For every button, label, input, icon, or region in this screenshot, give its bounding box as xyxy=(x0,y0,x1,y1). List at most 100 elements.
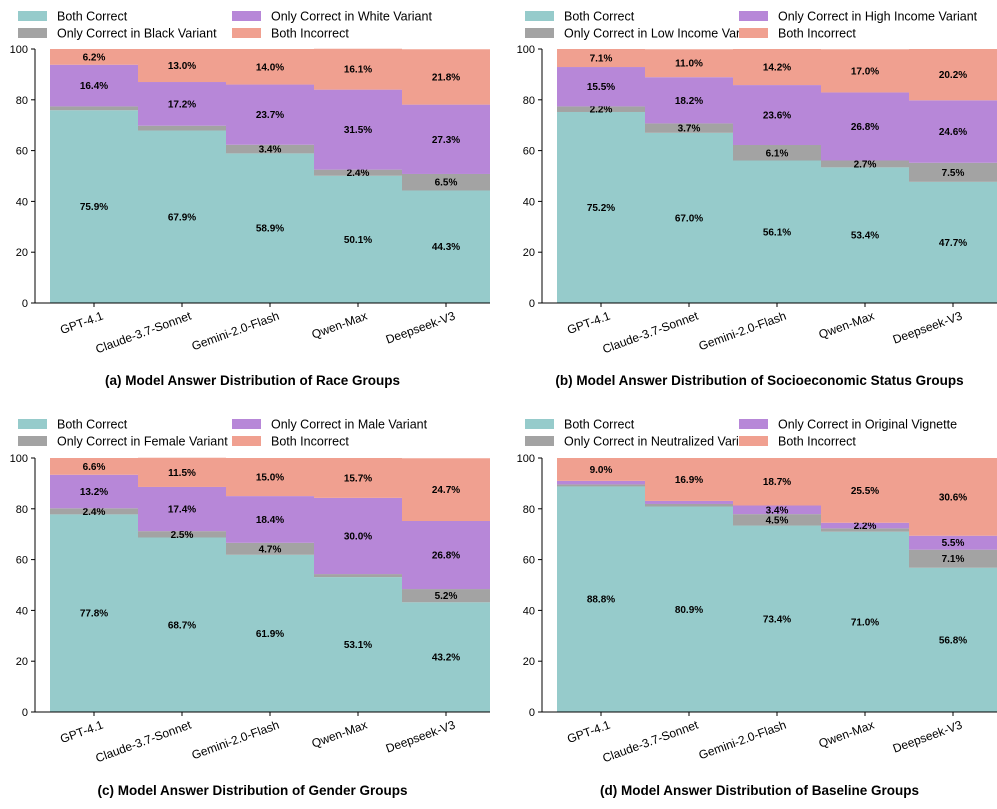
data-label: 80.9% xyxy=(675,605,703,616)
bar-segment-5-1 xyxy=(402,190,490,303)
data-label: 24.6% xyxy=(939,127,967,138)
bar-segment-5-3 xyxy=(402,104,490,174)
x-tick-label: Deepseek-V3 xyxy=(891,718,964,756)
legend-swatch-1 xyxy=(525,11,554,21)
bar-segment-1-4 xyxy=(557,49,645,68)
data-label: 2.5% xyxy=(171,530,194,541)
bar-segment-3-3 xyxy=(733,85,821,146)
data-label: 68.7% xyxy=(168,620,196,631)
legend-swatch-3 xyxy=(232,419,261,429)
bar-segment-2-1 xyxy=(645,506,733,712)
y-tick-label: 40 xyxy=(523,605,535,617)
bar-segment-5-4 xyxy=(909,458,997,536)
bar-segment-4-1 xyxy=(821,531,909,712)
data-label: 13.2% xyxy=(80,487,108,498)
x-tick-label: Claude-3.7-Sonnet xyxy=(601,308,701,356)
legend-label-2: Only Correct in Female Variant xyxy=(57,435,228,449)
chart-caption: (a) Model Answer Distribution of Race Gr… xyxy=(105,373,400,388)
legend-label-1: Both Correct xyxy=(564,10,635,24)
x-tick-label: Gemini-2.0-Flash xyxy=(697,309,788,354)
data-label: 18.7% xyxy=(763,477,791,488)
y-tick-label: 60 xyxy=(16,555,28,567)
bar-segment-2-2 xyxy=(138,531,226,538)
bar-segment-4-1 xyxy=(821,167,909,303)
data-label: 23.6% xyxy=(763,111,791,122)
legend-swatch-4 xyxy=(739,28,768,38)
data-label: 15.5% xyxy=(587,82,615,93)
data-label: 21.8% xyxy=(432,72,460,83)
legend: Both Correct Only Correct in Male Variant… xyxy=(18,418,428,449)
data-label: 2.2% xyxy=(590,105,613,116)
data-label: 67.0% xyxy=(675,213,703,224)
x-tick-label: Qwen-Max xyxy=(310,309,369,342)
y-tick-label: 100 xyxy=(10,453,28,465)
data-label: 6.5% xyxy=(435,178,458,189)
data-label: 43.2% xyxy=(432,653,460,664)
data-label: 2.4% xyxy=(83,507,106,518)
bar-segment-1-2 xyxy=(557,484,645,487)
data-label: 18.4% xyxy=(256,515,284,526)
data-label: 58.9% xyxy=(256,224,284,235)
x-tick-label: Deepseek-V3 xyxy=(891,309,964,347)
bar-segment-2-3 xyxy=(645,77,733,124)
data-label: 15.0% xyxy=(256,473,284,484)
bar-segment-5-2 xyxy=(909,549,997,568)
bars: 75.2% 2.2% 15.5% 7.1% 67.0% 3.7% 18.2% 11.0% 56.… xyxy=(557,49,997,303)
legend-swatch-2 xyxy=(18,436,47,446)
x-tick-label: Gemini-2.0-Flash xyxy=(697,718,788,763)
bar-segment-1-4 xyxy=(50,458,138,475)
data-label: 7.5% xyxy=(942,168,965,179)
y-tick-label: 80 xyxy=(16,504,28,516)
x-tick-label: Claude-3.7-Sonnet xyxy=(94,308,194,356)
data-label: 53.4% xyxy=(851,231,879,242)
bar-segment-5-3 xyxy=(909,535,997,550)
data-label: 5.5% xyxy=(942,538,965,549)
legend-swatch-2 xyxy=(525,436,554,446)
legend-swatch-1 xyxy=(18,11,47,21)
bar-segment-5-4 xyxy=(909,49,997,101)
bar-segment-5-1 xyxy=(909,567,997,712)
legend: Both Correct Only Correct in Original Vig… xyxy=(525,418,957,449)
data-label: 77.8% xyxy=(80,609,108,620)
bar-segment-5-3 xyxy=(402,520,490,590)
data-label: 16.9% xyxy=(675,475,703,486)
y-tick-label: 100 xyxy=(517,44,535,56)
bar-segment-1-3 xyxy=(557,480,645,485)
bar-segment-1-3 xyxy=(50,64,138,107)
bar-segment-4-2 xyxy=(314,574,402,578)
x-tick-label: GPT-4.1 xyxy=(565,718,612,747)
bar-segment-4-4 xyxy=(314,458,402,498)
bar-segment-4-3 xyxy=(314,497,402,575)
y-tick-label: 60 xyxy=(523,555,535,567)
bar-segment-1-1 xyxy=(50,110,138,304)
legend-label-1: Both Correct xyxy=(57,10,128,24)
bar-segment-2-4 xyxy=(138,49,226,83)
data-label: 3.4% xyxy=(766,505,789,516)
bar-segment-1-1 xyxy=(50,514,138,712)
bar-segment-4-2 xyxy=(314,169,402,176)
y-tick-label: 40 xyxy=(16,196,28,208)
x-tick-label: Claude-3.7-Sonnet xyxy=(94,717,194,765)
x-tick-label: Gemini-2.0-Flash xyxy=(190,309,281,354)
data-label: 75.9% xyxy=(80,202,108,213)
legend: Both Correct Only Correct in White Varian… xyxy=(18,10,432,41)
legend-label-4: Both Incorrect xyxy=(271,435,349,449)
chart-caption: (b) Model Answer Distribution of Socioec… xyxy=(555,373,963,388)
bar-segment-1-1 xyxy=(557,111,645,303)
bar-segment-4-3 xyxy=(821,522,909,529)
y-tick-label: 0 xyxy=(529,298,535,310)
bar-segment-3-2 xyxy=(733,145,821,161)
data-label: 71.0% xyxy=(851,617,879,628)
legend-swatch-3 xyxy=(232,11,261,21)
bar-segment-2-1 xyxy=(138,537,226,712)
bars: 75.9% 16.4% 6.2% 67.9% 17.2% 13.0% 58.9% 3.4% 23… xyxy=(50,48,490,304)
data-label: 44.3% xyxy=(432,242,460,253)
data-label: 17.0% xyxy=(851,66,879,77)
data-label: 6.6% xyxy=(83,462,106,473)
legend-label-3: Only Correct in White Variant xyxy=(271,10,432,24)
data-label: 2.4% xyxy=(347,168,370,179)
bar-segment-3-1 xyxy=(733,525,821,712)
bar-segment-5-1 xyxy=(402,602,490,712)
data-label: 6.2% xyxy=(83,52,106,63)
bars: 77.8% 2.4% 13.2% 6.6% 68.7% 2.5% 17.4% 11.5% 61.… xyxy=(50,457,490,712)
